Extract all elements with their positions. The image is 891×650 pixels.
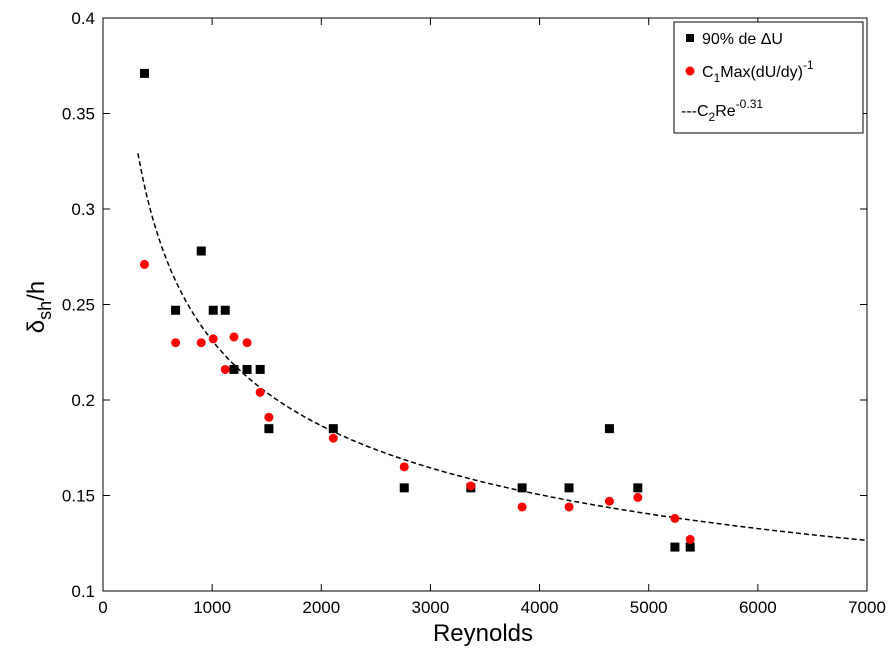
legend-box <box>673 21 864 134</box>
square-point <box>328 424 338 434</box>
square-point <box>685 542 695 552</box>
x-tick-label: 7000 <box>848 598 886 617</box>
legend-label-circles: C1Max(dU/dy)-1 <box>702 58 814 85</box>
square-point <box>264 424 274 434</box>
x-tick-label: 0 <box>98 598 107 617</box>
circle-point <box>255 387 265 397</box>
y-tick-label: 0.25 <box>62 296 95 315</box>
circle-point <box>633 492 643 502</box>
legend: 90% de ΔU C1Max(dU/dy)-1 ---C2Re-0.31 <box>673 21 864 134</box>
square-point <box>255 364 265 374</box>
legend-label-circles-sub: 1 <box>714 71 721 85</box>
x-tick-label: 1000 <box>193 598 231 617</box>
square-point <box>633 483 643 493</box>
y-tick-label: 0.1 <box>71 582 95 601</box>
square-point <box>670 542 680 552</box>
plot-area: 0 1000 2000 3000 4000 5000 6000 7000 0.1 0.15 0.2 0… <box>62 9 886 617</box>
legend-marker-circles <box>685 66 695 76</box>
square-point <box>604 424 614 434</box>
circle-point <box>139 259 149 269</box>
y-tick-label: 0.35 <box>62 105 95 124</box>
square-point <box>242 364 252 374</box>
x-tick-label: 5000 <box>630 598 668 617</box>
square-point <box>171 305 181 315</box>
legend-label-curve-sub: 2 <box>709 110 716 124</box>
circle-point <box>196 338 206 348</box>
square-point <box>220 305 230 315</box>
circle-point <box>242 338 252 348</box>
square-point <box>208 305 218 315</box>
circle-point <box>564 502 574 512</box>
y-tick-label: 0.4 <box>71 9 95 28</box>
x-tick-label: 4000 <box>521 598 559 617</box>
circle-point <box>604 496 614 506</box>
legend-label-squares: 90% de ΔU <box>702 31 783 48</box>
y-axis-title-main: δ <box>23 320 50 333</box>
x-tick-label: 3000 <box>412 598 450 617</box>
circle-point <box>264 412 274 422</box>
circle-point <box>466 481 476 491</box>
legend-label-curve-rest: Re <box>715 103 736 120</box>
square-point <box>229 364 239 374</box>
x-axis-title: Reynolds <box>433 620 533 647</box>
circle-point <box>229 332 239 342</box>
tick-layer: 0 1000 2000 3000 4000 5000 6000 7000 0.1 0.15 0.2 0… <box>62 9 886 617</box>
circle-point <box>399 462 409 472</box>
y-axis-title-sub: sh <box>35 301 55 320</box>
circle-point <box>171 338 181 348</box>
y-tick-label: 0.3 <box>71 200 95 219</box>
legend-label-curve: ---C2Re-0.31 <box>681 97 763 124</box>
square-point <box>517 483 527 493</box>
y-axis-title-rest: /h <box>23 281 50 301</box>
legend-label-curve-sup: -0.31 <box>736 97 764 111</box>
y-axis-title: δsh/h <box>23 281 55 333</box>
circle-point <box>517 502 527 512</box>
x-tick-label: 2000 <box>302 598 340 617</box>
y-tick-label: 0.2 <box>71 391 95 410</box>
legend-label-circles-sup: -1 <box>803 58 814 72</box>
x-tick-label: 6000 <box>739 598 777 617</box>
legend-label-circles-rest: Max(dU/dy) <box>720 64 803 81</box>
circle-point <box>328 433 338 443</box>
marker-layer <box>139 68 695 552</box>
legend-marker-squares <box>686 34 694 42</box>
circle-point <box>208 334 218 344</box>
legend-label-squares-main: 90% de ΔU <box>702 31 783 48</box>
square-point <box>196 246 206 256</box>
circle-point <box>685 534 695 544</box>
circle-point <box>670 513 680 523</box>
legend-label-curve-main: ---C <box>681 103 709 120</box>
square-point <box>564 483 574 493</box>
square-point <box>139 68 149 78</box>
y-tick-label: 0.15 <box>62 487 95 506</box>
square-point <box>399 483 409 493</box>
circle-point <box>220 364 230 374</box>
legend-label-circles-main: C <box>702 64 714 81</box>
